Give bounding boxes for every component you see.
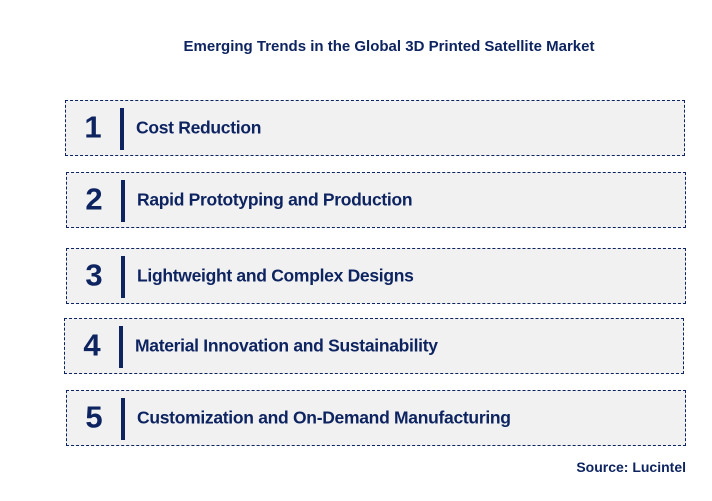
trend-box-5: 5 Customization and On-Demand Manufactur… [66,390,686,446]
trend-number: 3 [85,257,103,293]
divider-bar [121,256,125,298]
trend-number: 4 [83,327,101,363]
trend-box-1: 1 Cost Reduction [65,100,685,156]
trend-number: 1 [84,109,102,145]
divider-bar [121,398,125,440]
trend-label: Rapid Prototyping and Production [137,189,413,210]
trend-label: Cost Reduction [136,117,262,138]
divider-bar [119,326,123,368]
trend-number: 5 [85,399,103,435]
trend-box-3: 3 Lightweight and Complex Designs [66,248,686,304]
trend-label: Customization and On-Demand Manufacturin… [137,407,511,428]
trend-box-4: 4 Material Innovation and Sustainability [64,318,684,374]
divider-bar [121,180,125,222]
source-credit: Source: Lucintel [576,459,686,475]
trend-number: 2 [85,181,103,217]
divider-bar [120,108,124,150]
diagram-title: Emerging Trends in the Global 3D Printed… [183,38,595,55]
trend-label: Lightweight and Complex Designs [137,265,414,286]
trend-box-2: 2 Rapid Prototyping and Production [66,172,686,228]
trend-label: Material Innovation and Sustainability [135,335,438,356]
